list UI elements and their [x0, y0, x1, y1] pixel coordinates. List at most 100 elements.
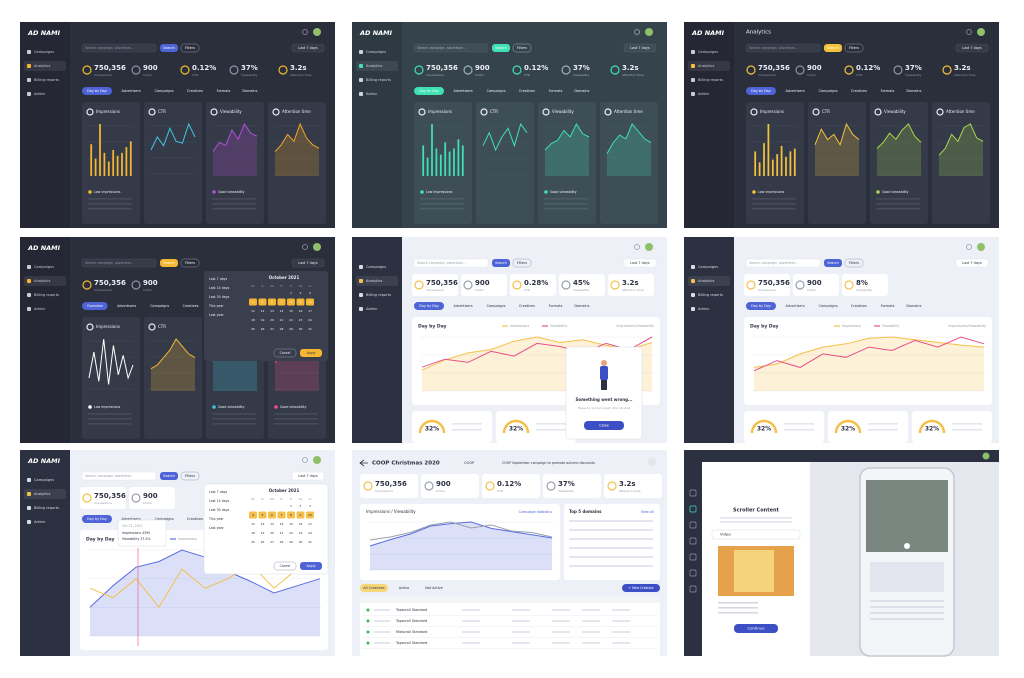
day[interactable]: 29: [289, 327, 293, 331]
tab[interactable]: Advertisers: [786, 89, 805, 93]
tool-icon[interactable]: [689, 537, 697, 545]
tab[interactable]: Advertisers: [454, 304, 473, 308]
day[interactable]: 16: [299, 522, 303, 526]
day[interactable]: 27: [270, 327, 274, 331]
day[interactable]: 5: [262, 300, 264, 304]
nav-item[interactable]: Campaigns: [698, 50, 718, 54]
tab[interactable]: Creatives: [183, 304, 199, 308]
tab[interactable]: Advertisers: [454, 89, 473, 93]
tool-icon[interactable]: [689, 505, 697, 513]
filters-button[interactable]: [844, 43, 864, 53]
day[interactable]: 21: [280, 318, 284, 322]
tab[interactable]: Creatives: [187, 517, 203, 521]
tab[interactable]: Day by Day: [87, 89, 107, 93]
tab[interactable]: Formats: [217, 89, 231, 93]
calendar-preset[interactable]: This year: [208, 517, 224, 521]
search-box[interactable]: [745, 258, 821, 268]
tab[interactable]: Campaigns: [487, 304, 506, 308]
search-button[interactable]: [492, 259, 510, 267]
tab[interactable]: Not Active: [425, 586, 443, 590]
search-box[interactable]: [745, 43, 821, 53]
tab[interactable]: Advertisers: [122, 517, 141, 521]
day[interactable]: 16: [299, 309, 303, 313]
day[interactable]: 20: [270, 318, 274, 322]
tab[interactable]: Domains: [906, 304, 921, 308]
tool-icon[interactable]: [689, 489, 697, 497]
filters-button[interactable]: [180, 258, 200, 268]
search-box[interactable]: [413, 258, 489, 268]
day[interactable]: 22: [289, 318, 293, 322]
search-box[interactable]: [81, 258, 157, 268]
nav-item[interactable]: Analytics: [698, 279, 714, 283]
search-box[interactable]: [81, 43, 157, 53]
tool-icon[interactable]: [689, 585, 697, 593]
day[interactable]: 14: [280, 522, 284, 526]
day[interactable]: 2: [300, 291, 302, 295]
tab[interactable]: Campaigns: [155, 517, 174, 521]
day[interactable]: 30: [299, 327, 303, 331]
day[interactable]: 4: [252, 513, 254, 517]
nav-item[interactable]: Admin: [34, 307, 45, 311]
tab[interactable]: Day by Day: [87, 517, 107, 521]
calendar-preset[interactable]: Last year: [209, 313, 224, 317]
day[interactable]: 25: [251, 540, 255, 544]
tab[interactable]: Creatives: [519, 304, 535, 308]
search-button[interactable]: [492, 44, 510, 52]
day[interactable]: 11: [251, 522, 255, 526]
close-button[interactable]: [584, 421, 624, 430]
tab[interactable]: Creatives: [519, 89, 535, 93]
day[interactable]: 4: [252, 300, 254, 304]
calendar-preset[interactable]: Last 30 days: [209, 295, 230, 299]
tab[interactable]: Domains: [906, 89, 921, 93]
nav-item[interactable]: Admin: [34, 92, 45, 96]
tab[interactable]: Formats: [881, 89, 895, 93]
search-button[interactable]: [160, 44, 178, 52]
date-range[interactable]: [623, 43, 657, 53]
search-box[interactable]: [81, 471, 157, 481]
day[interactable]: 31: [308, 327, 312, 331]
calendar-preset[interactable]: Last 14 days: [209, 499, 230, 503]
calendar-preset[interactable]: Last year: [209, 526, 224, 530]
tab[interactable]: Domains: [242, 89, 257, 93]
day[interactable]: 25: [251, 327, 255, 331]
tab[interactable]: Day by Day: [419, 304, 439, 308]
day[interactable]: 23: [299, 531, 303, 535]
nav-item[interactable]: Analytics: [366, 64, 382, 68]
nav-item[interactable]: Analytics: [698, 64, 714, 68]
nav-item[interactable]: Analytics: [34, 279, 50, 283]
tab[interactable]: Campaigns: [819, 304, 838, 308]
tab[interactable]: Day by Day: [419, 89, 439, 93]
tab[interactable]: Day by Day: [751, 89, 771, 93]
nav-item[interactable]: Billing reports: [698, 293, 723, 297]
day[interactable]: 13: [270, 309, 274, 313]
filters-button[interactable]: [512, 258, 532, 268]
day[interactable]: 9: [300, 300, 302, 304]
day[interactable]: 19: [261, 318, 265, 322]
nav-item[interactable]: Billing reports: [34, 293, 59, 297]
nav-item[interactable]: Billing reports: [366, 78, 391, 82]
calendar-preset[interactable]: Last 7 days: [209, 277, 228, 281]
day[interactable]: 5: [262, 513, 264, 517]
tab[interactable]: Domains: [574, 89, 589, 93]
day[interactable]: 26: [261, 540, 265, 544]
day[interactable]: 3: [309, 504, 311, 508]
chart-link[interactable]: Campaign statistics: [519, 510, 553, 514]
nav-item[interactable]: Analytics: [34, 492, 50, 496]
day[interactable]: 10: [308, 513, 312, 517]
day[interactable]: 12: [261, 522, 265, 526]
tool-icon[interactable]: [689, 521, 697, 529]
day[interactable]: 7: [281, 513, 283, 517]
day[interactable]: 9: [300, 513, 302, 517]
day[interactable]: 11: [251, 309, 255, 313]
calendar-preset[interactable]: Last 7 days: [209, 490, 228, 494]
day[interactable]: 8: [290, 300, 292, 304]
date-range[interactable]: [291, 258, 325, 268]
calendar-preset[interactable]: Last 14 days: [209, 286, 230, 290]
cancel-button[interactable]: [273, 348, 297, 358]
nav-item[interactable]: Campaigns: [366, 265, 386, 269]
date-range[interactable]: [291, 43, 325, 53]
day[interactable]: 8: [290, 513, 292, 517]
day[interactable]: 7: [281, 300, 283, 304]
day[interactable]: 30: [299, 540, 303, 544]
day[interactable]: 13: [270, 522, 274, 526]
